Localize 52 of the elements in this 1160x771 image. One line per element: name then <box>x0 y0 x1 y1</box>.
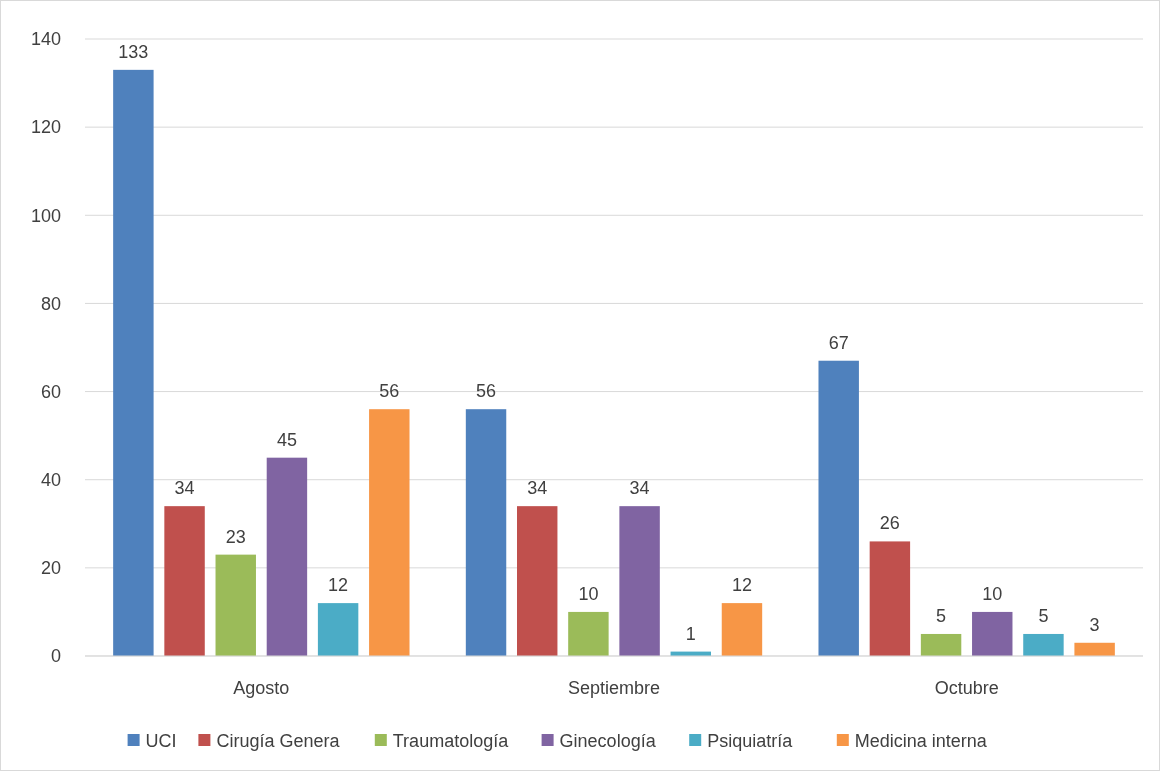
legend-label: UCI <box>145 731 177 752</box>
data-label: 34 <box>174 478 195 499</box>
y-tick-label: 20 <box>40 558 61 579</box>
bar <box>869 541 911 656</box>
data-label: 10 <box>578 583 599 604</box>
data-label: 34 <box>527 478 548 499</box>
data-label: 12 <box>731 575 752 596</box>
bar <box>517 506 558 656</box>
bar <box>1074 642 1115 656</box>
data-label: 26 <box>879 513 900 534</box>
data-label: 10 <box>982 583 1003 604</box>
bar <box>369 409 410 656</box>
bar <box>465 409 507 656</box>
legend-label: Medicina interna <box>854 731 988 752</box>
y-tick-label: 40 <box>40 470 61 491</box>
bar <box>113 69 154 656</box>
data-label: 3 <box>1089 614 1100 635</box>
bar <box>818 360 859 656</box>
legend-label: Ginecología <box>559 731 657 752</box>
data-label: 56 <box>476 381 497 402</box>
data-label: 34 <box>629 478 650 499</box>
data-label: 5 <box>936 605 947 626</box>
data-label: 133 <box>118 41 149 62</box>
y-tick-label: 80 <box>40 293 61 314</box>
x-tick-label: Septiembre <box>567 678 661 698</box>
data-label: 12 <box>328 575 349 596</box>
data-label: 67 <box>828 332 849 353</box>
data-label: 45 <box>276 429 297 450</box>
bar <box>920 633 962 656</box>
legend-label: Traumatología <box>392 731 510 752</box>
bar <box>568 611 609 656</box>
y-tick-label: 100 <box>30 205 61 226</box>
y-tick-label: 0 <box>50 646 61 667</box>
bar <box>164 506 205 656</box>
x-tick-label: Octubre <box>934 678 999 698</box>
data-label: 5 <box>1038 605 1049 626</box>
x-tick-label: Agosto <box>233 678 290 698</box>
y-tick-label: 120 <box>30 117 61 138</box>
data-label: 1 <box>685 623 696 644</box>
legend-label: Psiquiatría <box>707 731 794 752</box>
bar <box>1023 633 1064 656</box>
y-tick-label: 140 <box>30 29 61 50</box>
y-tick-label: 60 <box>40 381 61 402</box>
data-label: 56 <box>379 381 400 402</box>
bar <box>619 506 660 656</box>
bar <box>317 603 359 656</box>
bar <box>266 457 308 656</box>
data-label: 23 <box>225 526 246 547</box>
bar <box>721 603 763 656</box>
legend-label: Cirugía Genera <box>216 731 341 752</box>
bar <box>215 554 256 656</box>
bar <box>972 611 1013 656</box>
